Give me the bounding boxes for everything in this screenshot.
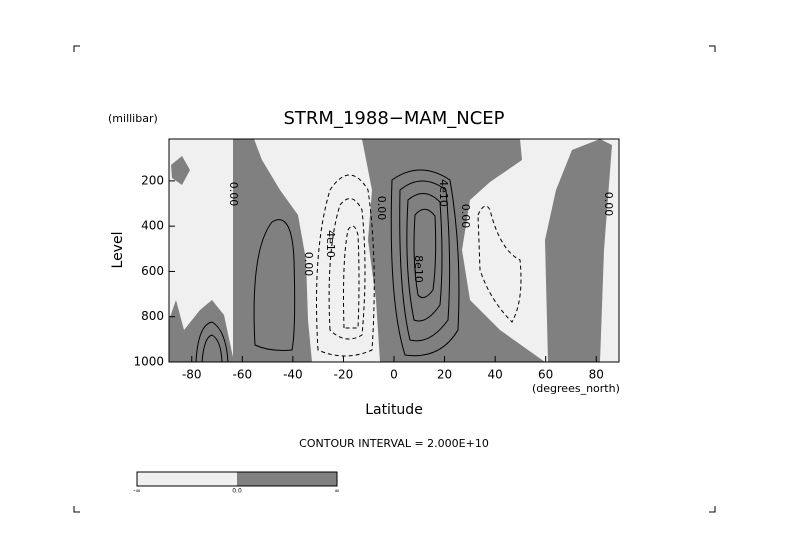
colorbar-cell: [237, 472, 337, 486]
y-units: (millibar): [108, 112, 158, 125]
colorbar-label: ∞: [335, 488, 340, 495]
colorbar-label: -∞: [133, 488, 140, 495]
x-axis-label: Latitude: [365, 402, 423, 418]
x-tick-label: 20: [437, 368, 452, 382]
y-axis-label: Level: [110, 232, 126, 269]
contour-label: 0.00: [375, 196, 388, 221]
plot-area: 0.00 0.00 4e10 0.00 4e10 8e10 0.00 0.00: [169, 139, 619, 362]
contour-label: 0.00: [602, 192, 615, 217]
contour-label: 4e10: [437, 179, 450, 207]
colorbar-cell: [137, 472, 237, 486]
x-tick-label: -20: [334, 368, 354, 382]
x-tick-label: -80: [182, 368, 202, 382]
colorbar: -∞ 0.0 ∞: [133, 472, 339, 495]
y-tick-label: 800: [141, 309, 164, 323]
chart: 0.000.004e100.004e108e100.000.00 STRM_19…: [0, 0, 789, 558]
x-tick-label: -60: [233, 368, 253, 382]
footnote: CONTOUR INTERVAL = 2.000E+10: [299, 437, 489, 450]
x-units: (degrees_north): [532, 382, 620, 395]
y-tick-label: 200: [141, 173, 164, 187]
colorbar-label: 0.0: [232, 488, 242, 495]
contour-label: 0.00: [302, 252, 315, 277]
contour-label: 8e10: [412, 255, 425, 283]
y-tick-label: 600: [141, 264, 164, 278]
x-tick-label: 80: [589, 368, 604, 382]
x-tick-label: -40: [283, 368, 303, 382]
contour-label: 0.00: [227, 182, 240, 207]
y-tick-label: 1000: [133, 355, 164, 369]
contour-label: 0.00: [459, 204, 472, 229]
x-tick-label: 40: [487, 368, 502, 382]
y-tick-label: 400: [141, 219, 164, 233]
x-tick-label: 60: [538, 368, 553, 382]
x-tick-label: 0: [390, 368, 398, 382]
chart-title: STRM_1988−MAM_NCEP: [284, 108, 505, 129]
contour-label: 4e10: [324, 230, 337, 258]
